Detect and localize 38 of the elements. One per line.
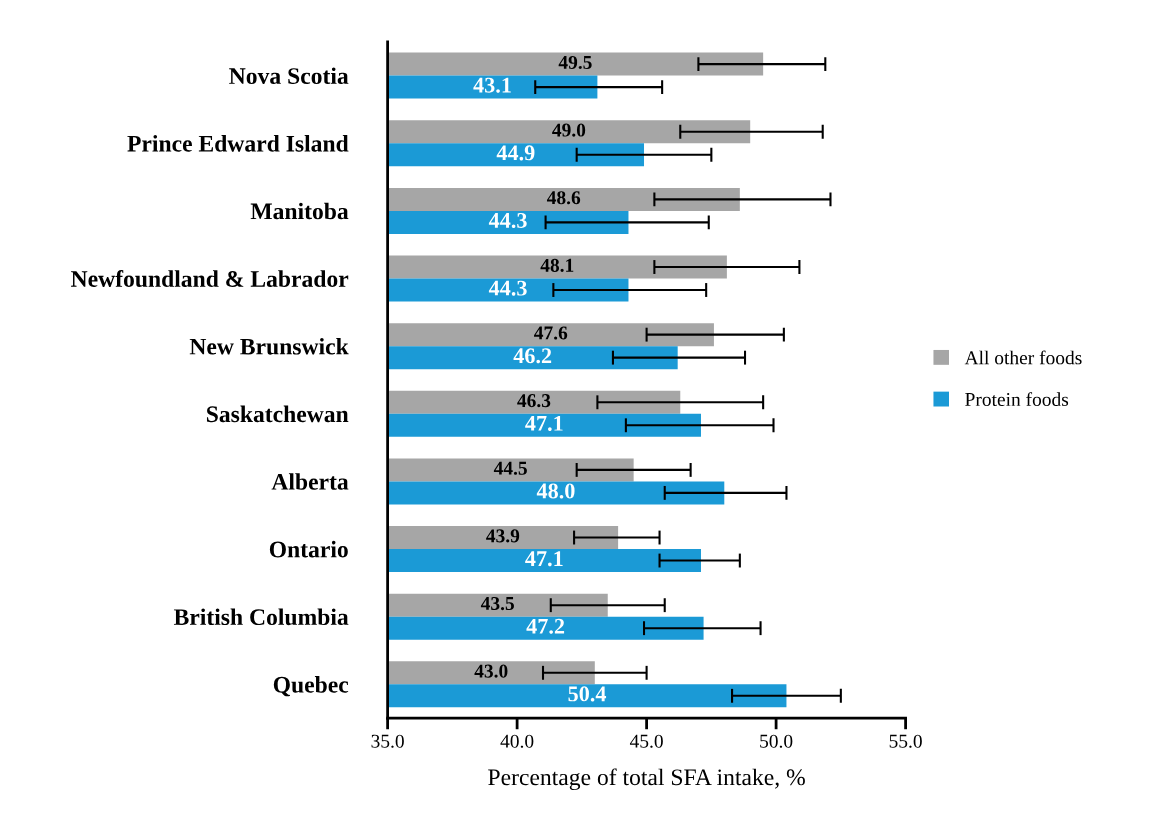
x-tick-label: 40.0 [500,734,534,748]
y-tick-label: Quebec [273,676,349,697]
data-label: 47.1 [525,551,563,567]
data-label: 46.3 [517,394,551,408]
data-label: 48.1 [540,258,574,272]
x-axis-title: Percentage of total SFA intake, % [488,768,805,791]
y-tick-label: Prince Edward Island [127,135,349,152]
data-label: 43.1 [473,77,511,93]
y-tick-label: New Brunswick [189,337,349,355]
x-tick-label: 35.0 [371,734,404,748]
data-label: 43.5 [480,596,514,611]
data-label: 44.5 [493,461,527,475]
legend-label: Protein foods [965,392,1069,407]
y-tick-label: Saskatchewan [206,405,349,423]
data-label: 44.3 [488,213,527,229]
data-label: 43.0 [474,664,508,678]
x-tick-label: 55.0 [889,734,922,748]
data-label: 43.9 [486,529,520,543]
data-label: 47.2 [526,618,565,634]
data-label: 47.1 [525,415,563,431]
data-label: 50.4 [568,686,607,702]
data-label: 48.6 [546,191,581,205]
data-label: 44.3 [488,280,527,296]
x-tick-label: 45.0 [629,734,663,748]
x-tick-label: 50.0 [760,734,793,748]
data-label: 48.0 [536,483,575,499]
data-label: 49.5 [558,55,592,70]
y-tick-label: Manitoba [250,202,349,220]
y-tick-label: Alberta [271,473,349,490]
data-label: 46.2 [513,348,552,364]
data-label: 49.0 [552,123,586,137]
y-tick-label: Ontario [269,540,348,558]
legend-label: All other foods [964,350,1082,365]
y-tick-label: British Columbia [173,608,349,626]
y-tick-label: Nova Scotia [229,67,349,85]
y-tick-label: Newfoundland & Labrador [71,270,349,287]
data-label: 47.6 [534,326,568,340]
data-label: 44.9 [496,145,535,161]
